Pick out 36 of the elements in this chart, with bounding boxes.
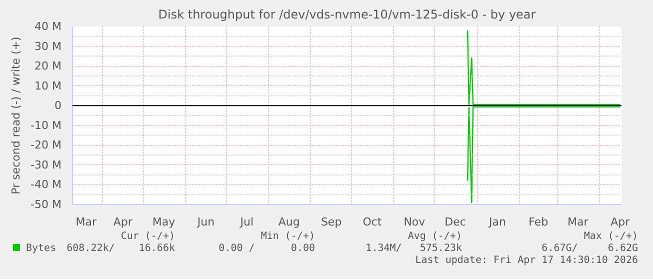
text: 0.00 / 0.00	[218, 243, 315, 255]
x-tick-label: Oct	[362, 216, 382, 228]
chart-title: Disk throughput for /dev/vds-nvme-10/vm-125-disk-0 - by year	[158, 8, 536, 22]
x-tick-label: Nov	[404, 216, 426, 228]
y-tick-label: -20 M	[30, 138, 62, 152]
text: Max (-/+)	[582, 231, 638, 243]
text: Cur (-/+)	[120, 231, 175, 243]
text: 6.67G/ 6.62G	[540, 243, 638, 255]
x-tick-label: Jul	[239, 216, 254, 228]
x-tick-label: Jan	[488, 216, 506, 228]
x-tick-label: Apr	[610, 216, 630, 228]
y-tick-label: 40 M	[34, 20, 62, 33]
x-tick-label: Apr	[113, 216, 133, 228]
x-tick-label: Mar	[76, 216, 97, 228]
x-tick-label: Feb	[528, 216, 548, 228]
text: Min (-/+)	[260, 231, 315, 243]
x-tick-label: Dec	[444, 216, 466, 228]
y-tick-label: 30 M	[34, 40, 62, 53]
y-tick-label: -10 M	[30, 118, 62, 132]
y-tick-label: -30 M	[30, 158, 62, 172]
x-tick-label: Mar	[568, 216, 589, 228]
x-tick-label: Sep	[320, 216, 342, 228]
text: 1.34M/ 575.23k	[364, 243, 462, 255]
y-tick-label: 0	[54, 99, 62, 112]
y-tick-label: -50 M	[30, 198, 62, 211]
y-tick-label: 10 M	[34, 79, 62, 92]
y-axis-title: Pr second read (-) / write (+)	[10, 36, 23, 194]
y-tick-label: 20 M	[34, 60, 62, 73]
legend-label: Bytes	[25, 243, 56, 255]
x-tick-label: Aug	[278, 216, 300, 228]
text: Last update: Fri Apr 17 14:30:10 2026	[414, 255, 638, 267]
y-tick-label: -40 M	[30, 178, 62, 192]
x-tick-label: Jun	[196, 216, 215, 228]
text: Avg (-/+)	[406, 231, 462, 243]
x-tick-label: May	[152, 216, 176, 228]
text: 608.22k/ 16.66k	[66, 243, 175, 254]
